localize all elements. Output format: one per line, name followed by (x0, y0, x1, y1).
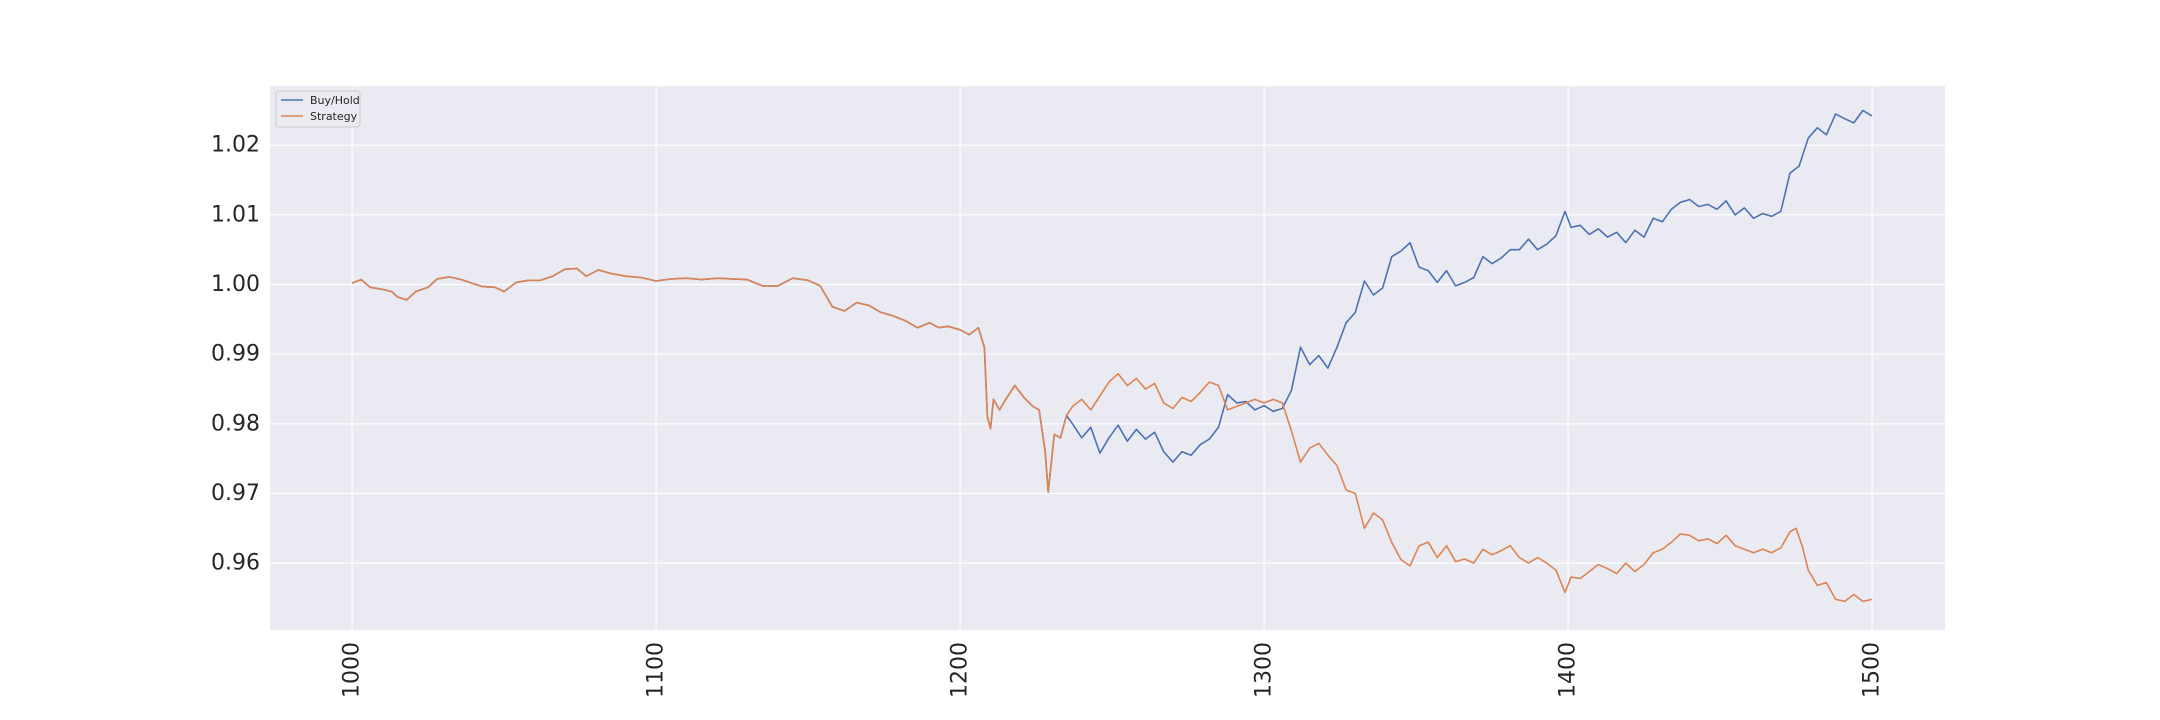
y-axis-ticks: 0.96 0.97 0.98 0.99 1.00 1.01 1.02 (211, 133, 260, 576)
x-tick-label: 1000 (340, 642, 365, 698)
grid-lines (270, 86, 1945, 630)
series-lines (351, 109, 1873, 603)
legend-label-buy-hold: Buy/Hold (310, 94, 360, 107)
y-tick-label: 1.02 (211, 133, 260, 158)
y-tick-label: 1.01 (211, 202, 260, 227)
y-tick-label: 0.96 (211, 551, 260, 576)
y-tick-label: 0.97 (211, 481, 260, 506)
x-tick-label: 1500 (1860, 642, 1885, 698)
x-tick-label: 1100 (644, 642, 669, 698)
legend-label-strategy: Strategy (310, 110, 358, 123)
y-tick-label: 1.00 (211, 272, 260, 297)
legend: Buy/Hold Strategy (275, 90, 361, 128)
x-tick-label: 1200 (948, 642, 973, 698)
y-tick-label: 0.98 (211, 411, 260, 436)
x-axis-ticks: 1000 1100 1200 1300 1400 1500 (340, 642, 1885, 698)
y-tick-label: 0.99 (211, 342, 260, 367)
series-line-strategy (351, 267, 1873, 603)
x-tick-label: 1300 (1252, 642, 1277, 698)
plot-background (270, 86, 1945, 630)
x-tick-label: 1400 (1556, 642, 1581, 698)
